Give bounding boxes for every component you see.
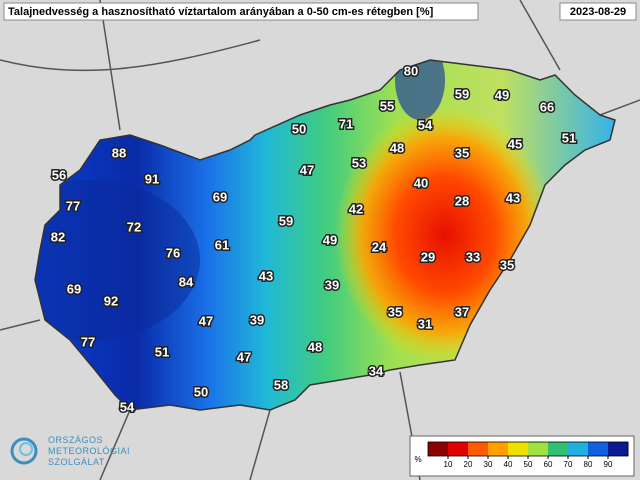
station-value: 45 bbox=[508, 136, 522, 151]
colorbar-tick-label: 30 bbox=[484, 460, 493, 469]
station-value: 72 bbox=[127, 219, 141, 234]
logo-line: SZOLGÁLAT bbox=[48, 457, 105, 467]
station-value: 80 bbox=[404, 63, 418, 78]
station-value: 53 bbox=[352, 155, 366, 170]
station-value: 47 bbox=[199, 313, 213, 328]
colorbar-segment bbox=[568, 442, 589, 456]
colorbar-segment bbox=[528, 442, 549, 456]
station-value: 35 bbox=[455, 145, 469, 160]
station-value: 56 bbox=[52, 167, 66, 182]
logo: ORSZÁGOS METEOROLÓGIAI SZOLGÁLAT bbox=[10, 435, 130, 467]
station-value: 69 bbox=[213, 189, 227, 204]
station-value: 28 bbox=[455, 193, 469, 208]
colorbar-tick-label: 50 bbox=[524, 460, 533, 469]
station-value: 35 bbox=[500, 257, 514, 272]
station-value: 77 bbox=[66, 198, 80, 213]
logo-line: ORSZÁGOS bbox=[48, 435, 103, 445]
station-value: 34 bbox=[369, 363, 384, 378]
station-value: 50 bbox=[292, 121, 306, 136]
station-value: 55 bbox=[380, 98, 394, 113]
date: 2023-08-29 bbox=[570, 6, 626, 18]
station-value: 59 bbox=[279, 213, 293, 228]
station-value: 42 bbox=[349, 201, 363, 216]
station-value: 54 bbox=[120, 399, 135, 414]
colorbar-tick-label: 90 bbox=[604, 460, 613, 469]
station-value: 84 bbox=[179, 274, 194, 289]
station-value: 40 bbox=[414, 175, 428, 190]
station-value: 43 bbox=[259, 268, 273, 283]
station-value: 59 bbox=[455, 86, 469, 101]
station-value: 37 bbox=[455, 304, 469, 319]
station-value: 66 bbox=[540, 99, 554, 114]
logo-line: METEOROLÓGIAI bbox=[48, 446, 130, 456]
colorbar-tick-label: 60 bbox=[544, 460, 553, 469]
colorbar-segment bbox=[448, 442, 469, 456]
station-value: 47 bbox=[237, 349, 251, 364]
station-value: 43 bbox=[506, 190, 520, 205]
station-value: 58 bbox=[274, 377, 288, 392]
title-box bbox=[3, 2, 479, 21]
colorbar-segment bbox=[428, 442, 449, 456]
station-value: 88 bbox=[112, 145, 126, 160]
station-value: 82 bbox=[51, 229, 65, 244]
station-value: 51 bbox=[562, 130, 576, 145]
station-value: 33 bbox=[466, 249, 480, 264]
colorbar-segment bbox=[488, 442, 509, 456]
colorbar-segment bbox=[548, 442, 569, 456]
colorbar-segment bbox=[588, 442, 609, 456]
station-value: 77 bbox=[81, 334, 95, 349]
title: Talajnedvesség a hasznosítható víztartal… bbox=[8, 6, 434, 18]
station-value: 50 bbox=[194, 384, 208, 399]
station-value: 39 bbox=[250, 312, 264, 327]
colorbar-tick-label: 10 bbox=[444, 460, 453, 469]
station-value: 48 bbox=[390, 140, 404, 155]
date-box bbox=[559, 2, 637, 21]
station-value: 51 bbox=[155, 344, 169, 359]
colorbar-segment bbox=[468, 442, 489, 456]
colorbar-tick-label: 70 bbox=[564, 460, 573, 469]
station-value: 47 bbox=[300, 162, 314, 177]
colorbar-segment bbox=[508, 442, 529, 456]
station-value: 91 bbox=[145, 171, 159, 186]
colorbar-tick-label: 20 bbox=[464, 460, 473, 469]
station-value: 54 bbox=[418, 117, 433, 132]
station-value: 39 bbox=[325, 277, 339, 292]
station-value: 24 bbox=[372, 239, 387, 254]
station-value: 35 bbox=[388, 304, 402, 319]
station-value: 31 bbox=[418, 316, 432, 331]
colorbar-segment bbox=[608, 442, 629, 456]
station-value: 69 bbox=[67, 281, 81, 296]
station-value: 49 bbox=[323, 232, 337, 247]
station-value: 71 bbox=[339, 116, 353, 131]
legend-unit: % bbox=[414, 455, 421, 464]
colorbar-tick-label: 80 bbox=[584, 460, 593, 469]
station-value: 76 bbox=[166, 245, 180, 260]
station-value: 49 bbox=[495, 87, 509, 102]
station-value: 48 bbox=[308, 339, 322, 354]
station-value: 29 bbox=[421, 249, 435, 264]
colorbar-tick-label: 40 bbox=[504, 460, 513, 469]
station-value: 92 bbox=[104, 293, 118, 308]
station-value: 61 bbox=[215, 237, 229, 252]
